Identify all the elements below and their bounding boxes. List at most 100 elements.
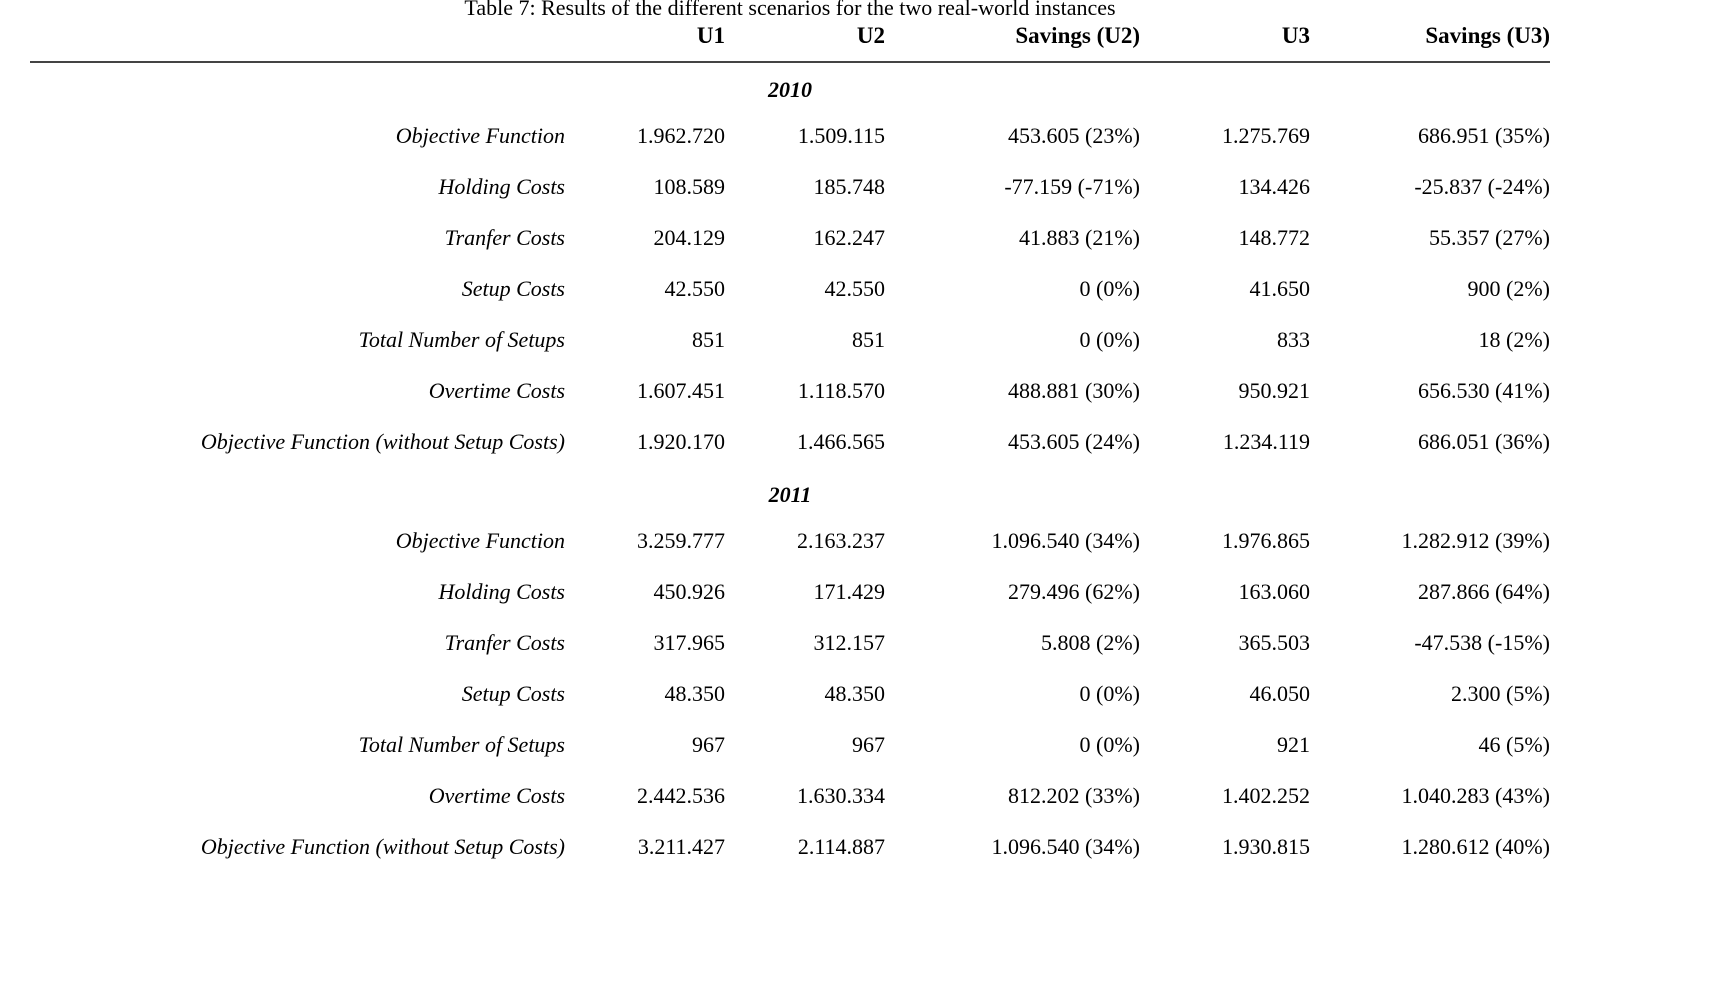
cell-value: 1.976.865 [1222, 528, 1310, 553]
header-cell-u3: U3 [1140, 21, 1310, 63]
cell-value: 851 [692, 327, 725, 352]
cell-value: 0 (0%) [1079, 732, 1140, 757]
cell-value: 1.275.769 [1222, 123, 1310, 148]
cell-value: 1.509.115 [797, 123, 885, 148]
table-row: Objective Function 3.259.777 2.163.237 1.09… [30, 516, 1550, 567]
cell-value: 1.118.570 [797, 378, 885, 403]
cell-value: 3.259.777 [637, 528, 725, 553]
cell-value: 0 (0%) [1079, 276, 1140, 301]
cell-value: 812.202 (33%) [1008, 783, 1140, 808]
cell-value: 42.550 [824, 276, 886, 301]
table-caption: Table 7: Results of the different scenar… [464, 0, 1116, 20]
row-label: Objective Function [395, 528, 565, 553]
row-label: Total Number of Setups [358, 327, 565, 352]
cell-value: 1.930.815 [1222, 834, 1310, 859]
cell-value: 41.883 (21%) [1019, 225, 1140, 250]
cell-value: 921 [1277, 732, 1310, 757]
cell-value: 1.466.565 [797, 429, 885, 454]
cell-value: 967 [852, 732, 885, 757]
row-label: Objective Function (without Setup Costs) [200, 834, 565, 859]
cell-value: 3.211.427 [637, 834, 725, 859]
header-cell-savings-u2: Savings (U2) [885, 21, 1140, 63]
cell-value: -25.837 (-24%) [1414, 174, 1550, 199]
cell-value: 1.280.612 (40%) [1401, 834, 1550, 859]
table-header: U1 U2 Savings (U2) U3 Savings (U3) [30, 21, 1550, 63]
table-row: Total Number of Setups 851 851 0 (0%) 833 18 … [30, 315, 1550, 366]
row-label: Objective Function (without Setup Costs) [200, 429, 565, 454]
cell-value: 967 [692, 732, 725, 757]
cell-value: 900 (2%) [1467, 276, 1550, 301]
cell-value: 42.550 [664, 276, 726, 301]
cell-value: 2.114.887 [797, 834, 885, 859]
cell-value: 204.129 [653, 225, 726, 250]
cell-value: 686.051 (36%) [1418, 429, 1550, 454]
section-row: 2010 [30, 62, 1550, 111]
cell-value: 18 (2%) [1478, 327, 1550, 352]
cell-value: 453.605 (23%) [1008, 123, 1140, 148]
cell-value: 686.951 (35%) [1418, 123, 1550, 148]
header-cell-u2: U2 [725, 21, 885, 63]
cell-value: 0 (0%) [1079, 327, 1140, 352]
row-label: Holding Costs [438, 174, 565, 199]
table-row: Holding Costs 450.926 171.429 279.496 (62%)… [30, 567, 1550, 618]
row-label: Overtime Costs [428, 783, 565, 808]
section-header: 2010 [768, 77, 812, 102]
results-table-container: Table 7: Results of the different scenar… [30, 0, 1550, 873]
cell-value: 851 [852, 327, 885, 352]
cell-value: 1.040.283 (43%) [1401, 783, 1550, 808]
table-row: Objective Function (without Setup Costs)… [30, 822, 1550, 873]
cell-value: 163.060 [1238, 579, 1311, 604]
row-label: Total Number of Setups [358, 732, 565, 757]
table-row: Holding Costs 108.589 185.748 -77.159 (-71%… [30, 162, 1550, 213]
cell-value: 2.300 (5%) [1451, 681, 1550, 706]
header-cell-rowlabel [30, 21, 565, 63]
table-row: Overtime Costs 1.607.451 1.118.570 488.881 … [30, 366, 1550, 417]
table-row: Overtime Costs 2.442.536 1.630.334 812.202 … [30, 771, 1550, 822]
table-row: Tranfer Costs 317.965 312.157 5.808 (2%) 365… [30, 618, 1550, 669]
cell-value: 950.921 [1238, 378, 1311, 403]
cell-value: 0 (0%) [1079, 681, 1140, 706]
cell-value: 279.496 (62%) [1008, 579, 1140, 604]
cell-value: -47.538 (-15%) [1414, 630, 1550, 655]
table-row: Objective Function 1.962.720 1.509.115 453.… [30, 111, 1550, 162]
table-row: Objective Function (without Setup Costs)… [30, 417, 1550, 468]
cell-value: 453.605 (24%) [1008, 429, 1140, 454]
cell-value: 134.426 [1238, 174, 1311, 199]
cell-value: 1.402.252 [1222, 783, 1310, 808]
header-cell-u1: U1 [565, 21, 725, 63]
cell-value: 1.607.451 [637, 378, 725, 403]
cell-value: 317.965 [653, 630, 726, 655]
cell-value: 108.589 [653, 174, 726, 199]
cell-value: 48.350 [824, 681, 886, 706]
cell-value: 1.234.119 [1222, 429, 1310, 454]
cell-value: 46 (5%) [1478, 732, 1550, 757]
cell-value: 1.630.334 [797, 783, 885, 808]
cell-value: 450.926 [653, 579, 726, 604]
cell-value: 46.050 [1249, 681, 1311, 706]
cell-value: 1.096.540 (34%) [991, 528, 1140, 553]
cell-value: 48.350 [664, 681, 726, 706]
table-row: Tranfer Costs 204.129 162.247 41.883 (21%) 1… [30, 213, 1550, 264]
header-row: U1 U2 Savings (U2) U3 Savings (U3) [30, 21, 1550, 63]
table-body: 2010 Objective Function 1.962.720 1.509.115… [30, 62, 1550, 873]
cell-value: 148.772 [1238, 225, 1311, 250]
header-cell-savings-u3: Savings (U3) [1310, 21, 1550, 63]
table-row: Setup Costs 42.550 42.550 0 (0%) 41.650 900 (… [30, 264, 1550, 315]
row-label: Tranfer Costs [444, 630, 565, 655]
cell-value: 162.247 [813, 225, 886, 250]
cell-value: 287.866 (64%) [1418, 579, 1550, 604]
cell-value: 312.157 [813, 630, 886, 655]
cell-value: 1.962.720 [637, 123, 725, 148]
cell-value: -77.159 (-71%) [1004, 174, 1140, 199]
cell-value: 5.808 (2%) [1041, 630, 1140, 655]
row-label: Overtime Costs [428, 378, 565, 403]
section-row: 2011 [30, 468, 1550, 516]
cell-value: 55.357 (27%) [1429, 225, 1550, 250]
cell-value: 171.429 [813, 579, 886, 604]
row-label: Objective Function [395, 123, 565, 148]
cell-value: 2.163.237 [797, 528, 885, 553]
cell-value: 185.748 [813, 174, 886, 199]
section-header: 2011 [768, 482, 812, 507]
cell-value: 1.920.170 [637, 429, 725, 454]
